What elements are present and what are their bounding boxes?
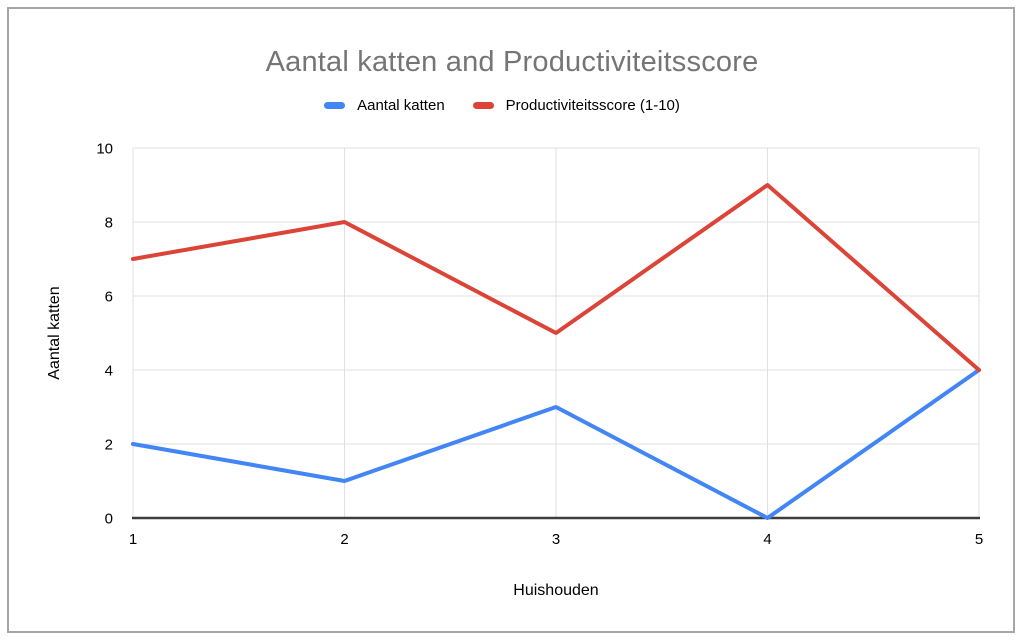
chart-title: Aantal katten and Productiviteitsscore bbox=[265, 46, 759, 78]
y-axis-title: Aantal katten bbox=[46, 286, 63, 380]
x-tick-label: 3 bbox=[552, 531, 560, 548]
legend-item-productiviteitsscore: Productiviteitsscore (1-10) bbox=[472, 96, 680, 114]
y-tick-label: 10 bbox=[96, 141, 113, 158]
chart-frame bbox=[7, 7, 1015, 633]
x-tick-label: 2 bbox=[340, 531, 348, 548]
legend-label: Aantal katten bbox=[357, 96, 445, 114]
x-tick-label: 1 bbox=[129, 531, 137, 548]
y-tick-label: 0 bbox=[105, 511, 113, 528]
y-tick-label: 2 bbox=[105, 437, 113, 454]
legend: Aantal katten Productiviteitsscore (1-10… bbox=[0, 95, 1004, 115]
legend-label: Productiviteitsscore (1-10) bbox=[505, 96, 680, 114]
x-tick-label: 4 bbox=[763, 531, 771, 548]
series-line-0 bbox=[131, 368, 981, 520]
x-axis-title: Huishouden bbox=[513, 582, 599, 599]
legend-swatch-icon bbox=[472, 101, 494, 109]
y-tick-label: 6 bbox=[105, 289, 113, 306]
series-line-1 bbox=[131, 183, 981, 372]
legend-item-aantal-katten: Aantal katten bbox=[324, 97, 445, 114]
x-tick-label: 5 bbox=[975, 531, 983, 548]
legend-swatch-icon bbox=[324, 101, 346, 109]
y-tick-label: 8 bbox=[105, 215, 113, 232]
y-tick-label: 4 bbox=[105, 363, 113, 380]
